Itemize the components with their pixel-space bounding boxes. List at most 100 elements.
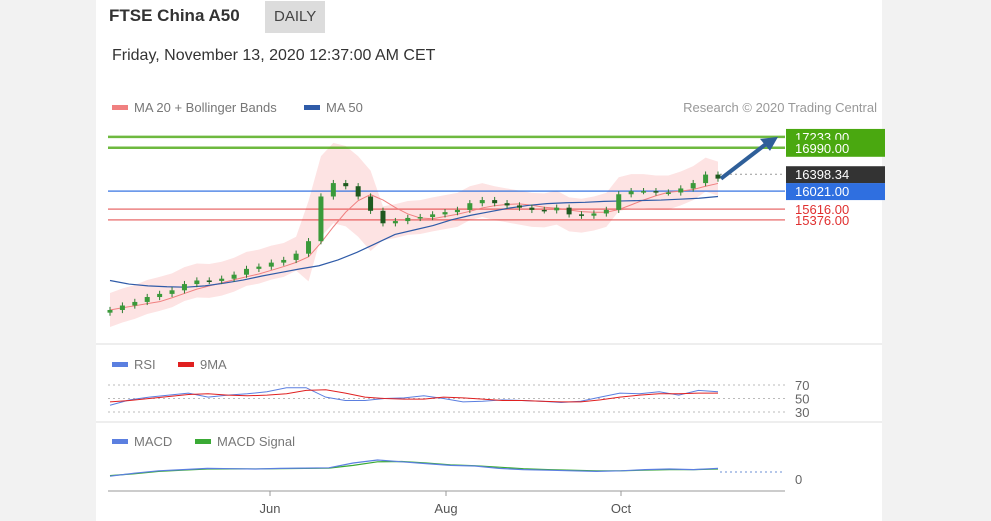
- price-tag-pivot: 16021.00: [795, 184, 849, 199]
- candle-body: [181, 284, 187, 291]
- rsi-level-label: 50: [795, 392, 809, 407]
- candle: [628, 188, 634, 198]
- candle: [529, 204, 535, 214]
- candle: [306, 238, 312, 257]
- ma50-swatch: [304, 105, 320, 111]
- candle-body: [256, 266, 262, 269]
- candle: [665, 189, 671, 196]
- ma20-swatch: [112, 105, 128, 111]
- candle-body: [206, 280, 212, 282]
- instrument-title: FTSE China A50: [109, 6, 240, 25]
- candle: [169, 287, 175, 298]
- timeframe-badge[interactable]: DAILY: [265, 1, 326, 33]
- candle: [256, 263, 262, 272]
- candle: [703, 171, 709, 187]
- forecast-arrow-head: [760, 136, 778, 151]
- candle: [541, 206, 547, 214]
- candle: [467, 200, 473, 214]
- candle-body: [281, 259, 287, 263]
- legend-label: 9MA: [200, 357, 227, 372]
- legend-rsi: RSI: [112, 357, 156, 372]
- legend-macd-signal: MACD Signal: [195, 434, 295, 449]
- bollinger-band-area: [110, 142, 718, 327]
- candle-body: [467, 203, 473, 210]
- candle-body: [243, 268, 249, 275]
- candle-body: [703, 174, 709, 184]
- price-tag-bg-pivot: [786, 183, 885, 201]
- report-datetime: Friday, November 13, 2020 12:37:00 AM CE…: [112, 47, 436, 64]
- candle: [405, 214, 411, 225]
- candle: [690, 179, 696, 192]
- candle-body: [219, 278, 225, 281]
- candle-body: [603, 209, 609, 214]
- candle: [479, 196, 485, 207]
- candle: [442, 209, 448, 218]
- x-tick-label: Oct: [611, 501, 632, 516]
- candle: [132, 298, 138, 309]
- candle: [492, 196, 498, 207]
- candle: [715, 171, 721, 182]
- candle-body: [454, 209, 460, 213]
- candle-body: [330, 183, 336, 197]
- candle: [653, 188, 659, 196]
- legend-ma50: MA 50: [304, 100, 363, 115]
- candle-body: [690, 183, 696, 189]
- candle-body: [516, 205, 522, 208]
- candle-body: [715, 174, 721, 179]
- candle-body: [529, 207, 535, 210]
- price-tag-bg-last: [786, 166, 885, 184]
- candle-body: [132, 301, 138, 306]
- candle: [641, 188, 647, 195]
- price-tag-resistance: 16990.00: [795, 141, 849, 156]
- candle-body: [591, 213, 597, 216]
- macd-line: [109, 459, 719, 477]
- candle-body: [641, 191, 647, 193]
- x-tick-label: Aug: [434, 501, 457, 516]
- candle-body: [194, 280, 200, 285]
- candle: [355, 183, 361, 200]
- candle: [616, 191, 622, 214]
- price-label-support: 15616.00: [795, 202, 849, 217]
- candle: [368, 193, 374, 214]
- candle: [343, 179, 349, 190]
- candle-body: [268, 262, 274, 267]
- candle: [603, 206, 609, 217]
- candle-body: [554, 207, 560, 211]
- candle-body: [306, 241, 312, 254]
- candle: [554, 204, 560, 214]
- candle-body: [566, 207, 572, 215]
- candle-body: [144, 297, 150, 302]
- candle-body: [628, 191, 634, 195]
- candle-body: [157, 293, 163, 298]
- candle: [318, 193, 324, 245]
- candle-body: [368, 196, 374, 211]
- candle-body: [380, 210, 386, 224]
- candle: [181, 280, 187, 294]
- candle-body: [231, 274, 237, 279]
- candle: [591, 210, 597, 219]
- macd-signal-swatch: [195, 439, 211, 445]
- legend-label: MA 20 + Bollinger Bands: [134, 100, 277, 115]
- candle: [566, 204, 572, 218]
- candle-body: [417, 217, 423, 219]
- candle-body: [107, 309, 113, 313]
- price-label-support: 15376.00: [795, 213, 849, 228]
- candle-body: [392, 221, 398, 224]
- candle-body: [355, 186, 361, 197]
- rsi-level-label: 70: [795, 378, 809, 393]
- legend-label: RSI: [134, 357, 156, 372]
- candle-body: [616, 194, 622, 210]
- candle-body: [479, 200, 485, 204]
- candle: [268, 259, 274, 270]
- candle: [454, 206, 460, 216]
- candle: [392, 217, 398, 227]
- legend-label: MACD Signal: [217, 434, 296, 449]
- candle-body: [343, 183, 349, 187]
- price-tag-bg-resistance: [786, 139, 885, 157]
- candle: [231, 271, 237, 282]
- rsi-swatch: [112, 362, 128, 368]
- rsi-level-label: 30: [795, 405, 809, 420]
- candle-body: [318, 196, 324, 242]
- candle: [206, 277, 212, 285]
